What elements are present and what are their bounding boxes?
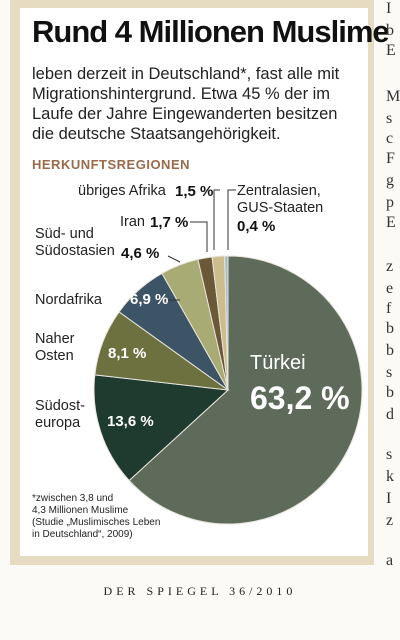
side-column-fragment: F [386,150,395,167]
section-label: HERKUNFTSREGIONEN [32,157,191,172]
category-label: Zentralasien, GUS-Staaten [237,183,324,216]
category-label: Nordafrika [35,292,102,308]
side-column-fragment: b [386,320,394,337]
category-label: Süd- und Südostasien [35,226,115,259]
value-label: 0,4 % [237,218,276,235]
side-column-fragment: d [386,406,394,423]
leader-line [190,221,208,252]
side-column-fragment: E [386,214,396,231]
side-column-fragment: e [386,280,394,297]
category-label: Südost- europa [35,398,85,431]
value-label: 1,5 % [175,183,214,200]
side-column-fragment: k [386,468,394,485]
side-column-fragment: z [386,512,394,529]
side-column-fragment: z [386,258,394,275]
pie-slice [93,374,230,482]
leader-line [167,255,181,263]
side-column-fragment: s [386,364,393,381]
subtitle: leben derzeit in Deutschland*, fast alle… [32,65,340,143]
side-column-fragment: E [386,42,396,59]
value-label: 8,1 % [108,345,147,362]
side-column-fragment: s [386,446,393,463]
category-label: Iran [120,214,145,230]
side-column-fragment: f [386,300,392,317]
value-label: 6,9 % [130,291,169,308]
leader-line [213,189,220,250]
side-column-fragment: s [386,110,393,127]
value-label: 4,6 % [121,245,160,262]
pie-slice [224,255,229,391]
category-label: Türkei [250,352,306,374]
footer: DER SPIEGEL 36/2010 [103,584,297,598]
category-label: Naher Osten [35,331,75,364]
side-column-fragment: a [386,552,394,569]
leader-lines [158,189,236,301]
value-label: 1,7 % [150,214,189,231]
side-column-fragment: g [386,172,394,189]
side-column-fragment: I [386,0,392,17]
side-column-fragment: c [386,130,394,147]
side-column-fragment: p [386,194,394,211]
value-label: 13,6 % [107,413,154,430]
pie-slice [128,255,363,525]
side-column-fragment: b [386,342,394,359]
footnote: *zwischen 3,8 und 4,3 Millionen Muslime … [32,493,161,540]
side-column-fragment: b [386,384,394,401]
leader-line [227,189,236,250]
side-column-fragment: I [386,490,392,507]
title: Rund 4 Millionen Muslime [32,14,390,49]
side-column-fragment: b [386,22,394,39]
side-column-fragment: M [386,88,400,105]
category-label: übriges Afrika [78,183,166,199]
value-label: 63,2 % [250,380,350,416]
